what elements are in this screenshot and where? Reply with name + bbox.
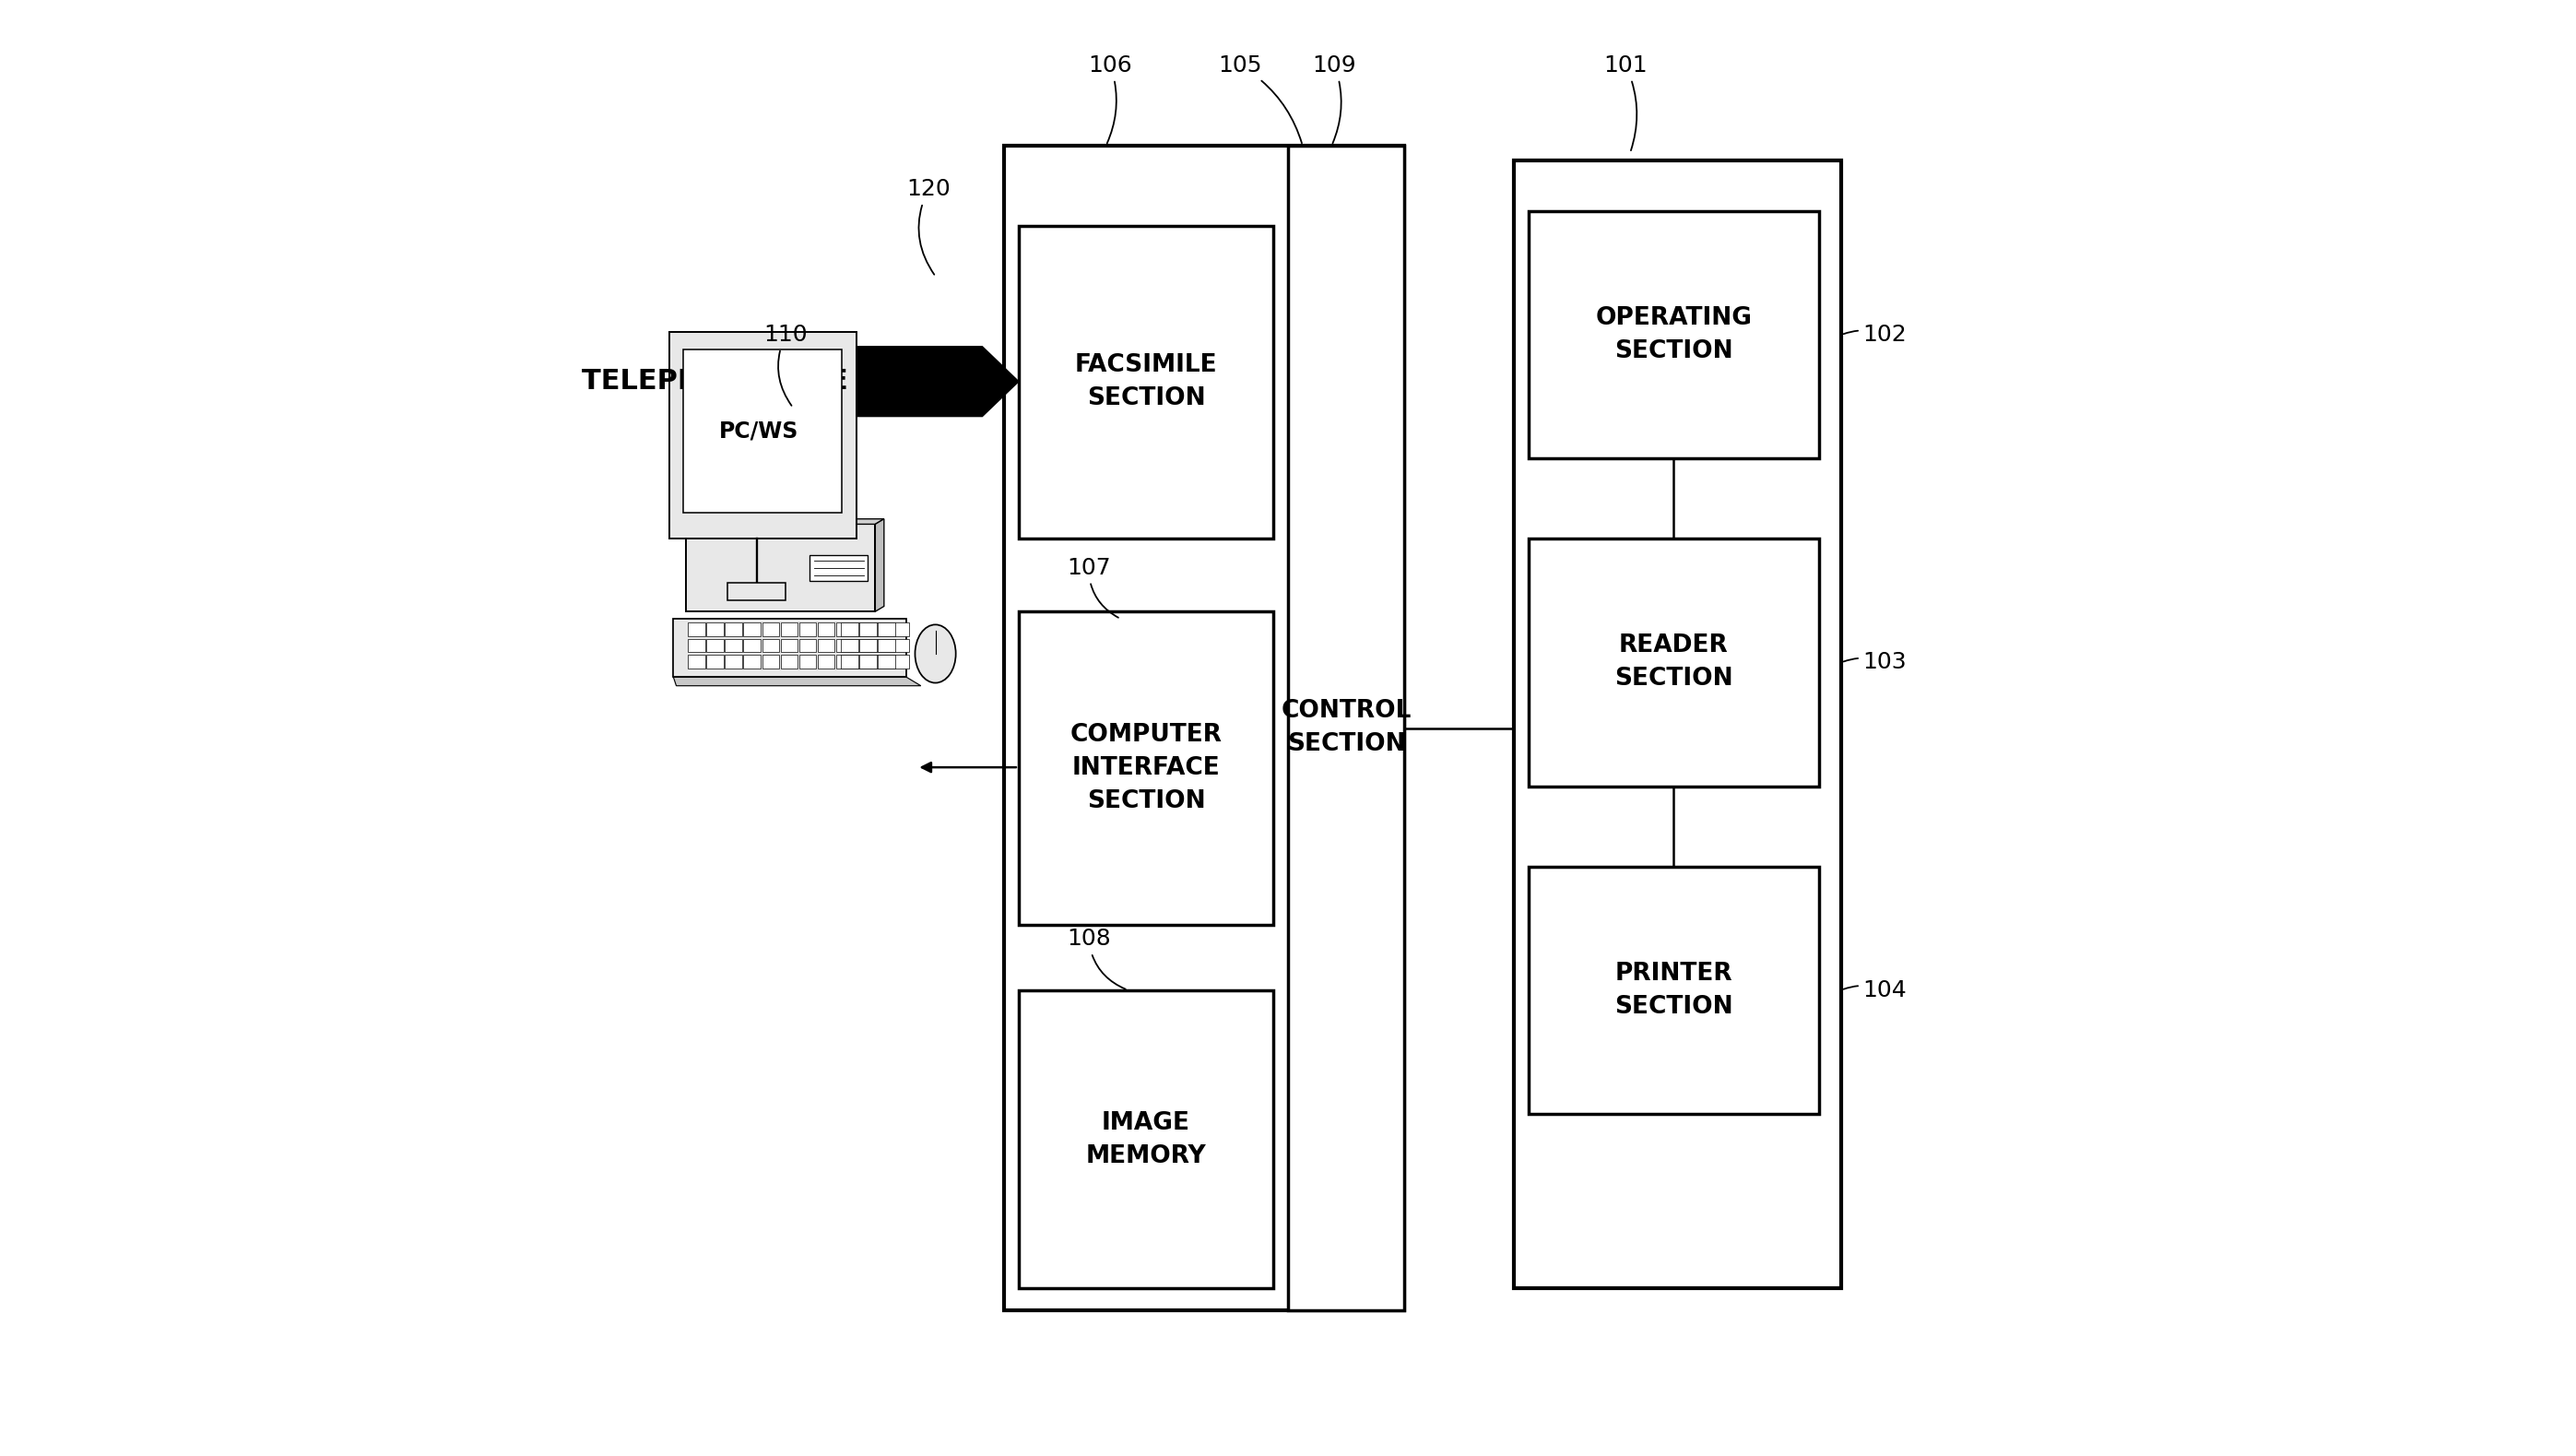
- FancyBboxPatch shape: [744, 623, 760, 636]
- FancyBboxPatch shape: [799, 639, 817, 652]
- Ellipse shape: [914, 625, 956, 683]
- Polygon shape: [829, 347, 1018, 416]
- Text: 101: 101: [1605, 54, 1649, 150]
- FancyBboxPatch shape: [878, 623, 896, 636]
- FancyBboxPatch shape: [873, 639, 891, 652]
- Text: CONTROL
SECTION: CONTROL SECTION: [1280, 699, 1412, 757]
- FancyBboxPatch shape: [860, 623, 876, 636]
- Bar: [1018, 226, 1273, 539]
- FancyBboxPatch shape: [744, 655, 760, 668]
- FancyBboxPatch shape: [837, 655, 853, 668]
- Bar: [1515, 160, 1842, 1289]
- Text: 110: 110: [765, 323, 809, 406]
- FancyBboxPatch shape: [891, 623, 909, 636]
- FancyBboxPatch shape: [726, 582, 786, 600]
- Bar: [1018, 990, 1273, 1289]
- FancyBboxPatch shape: [817, 639, 835, 652]
- FancyBboxPatch shape: [762, 655, 778, 668]
- FancyBboxPatch shape: [799, 655, 817, 668]
- FancyBboxPatch shape: [688, 623, 706, 636]
- FancyBboxPatch shape: [688, 639, 706, 652]
- FancyBboxPatch shape: [860, 639, 876, 652]
- FancyBboxPatch shape: [809, 555, 868, 581]
- FancyBboxPatch shape: [724, 655, 742, 668]
- FancyBboxPatch shape: [842, 655, 858, 668]
- FancyBboxPatch shape: [706, 655, 724, 668]
- Text: COMPUTER
INTERFACE
SECTION: COMPUTER INTERFACE SECTION: [1069, 722, 1221, 814]
- Text: OPERATING
SECTION: OPERATING SECTION: [1595, 306, 1752, 364]
- Text: IMAGE
MEMORY: IMAGE MEMORY: [1087, 1111, 1206, 1168]
- FancyBboxPatch shape: [672, 619, 907, 677]
- FancyBboxPatch shape: [817, 655, 835, 668]
- Bar: [1528, 211, 1819, 459]
- FancyBboxPatch shape: [799, 623, 817, 636]
- Polygon shape: [876, 518, 884, 612]
- FancyBboxPatch shape: [855, 655, 871, 668]
- FancyBboxPatch shape: [873, 623, 891, 636]
- FancyBboxPatch shape: [837, 623, 853, 636]
- FancyBboxPatch shape: [891, 655, 909, 668]
- FancyBboxPatch shape: [781, 655, 799, 668]
- FancyBboxPatch shape: [683, 349, 842, 513]
- FancyBboxPatch shape: [855, 639, 871, 652]
- FancyBboxPatch shape: [724, 639, 742, 652]
- Text: 106: 106: [1090, 54, 1133, 143]
- Text: 104: 104: [1844, 978, 1906, 1002]
- Text: TELEPHONE LINE: TELEPHONE LINE: [582, 368, 848, 395]
- Text: 107: 107: [1066, 556, 1118, 617]
- FancyBboxPatch shape: [724, 623, 742, 636]
- FancyBboxPatch shape: [817, 623, 835, 636]
- FancyBboxPatch shape: [762, 623, 778, 636]
- FancyBboxPatch shape: [860, 655, 876, 668]
- Text: 120: 120: [907, 178, 951, 275]
- Bar: [1005, 146, 1404, 1310]
- FancyBboxPatch shape: [891, 639, 909, 652]
- FancyBboxPatch shape: [670, 332, 858, 539]
- FancyBboxPatch shape: [781, 639, 799, 652]
- Bar: [1288, 146, 1404, 1310]
- FancyBboxPatch shape: [842, 639, 858, 652]
- Polygon shape: [672, 677, 920, 686]
- FancyBboxPatch shape: [781, 623, 799, 636]
- FancyBboxPatch shape: [878, 655, 896, 668]
- FancyBboxPatch shape: [688, 655, 706, 668]
- Text: 108: 108: [1066, 927, 1126, 989]
- FancyBboxPatch shape: [878, 639, 896, 652]
- Text: FACSIMILE
SECTION: FACSIMILE SECTION: [1074, 354, 1218, 411]
- FancyBboxPatch shape: [744, 639, 760, 652]
- Polygon shape: [685, 518, 884, 524]
- FancyBboxPatch shape: [842, 623, 858, 636]
- Bar: [1018, 612, 1273, 925]
- FancyBboxPatch shape: [873, 655, 891, 668]
- FancyBboxPatch shape: [706, 639, 724, 652]
- Text: 103: 103: [1844, 651, 1906, 674]
- Text: 102: 102: [1844, 323, 1906, 347]
- Bar: [1528, 539, 1819, 786]
- FancyBboxPatch shape: [706, 623, 724, 636]
- FancyBboxPatch shape: [762, 639, 778, 652]
- Bar: [1528, 866, 1819, 1114]
- FancyBboxPatch shape: [685, 524, 876, 612]
- FancyBboxPatch shape: [837, 639, 853, 652]
- FancyBboxPatch shape: [855, 623, 871, 636]
- Text: PC/WS: PC/WS: [719, 419, 799, 443]
- Text: 109: 109: [1314, 54, 1358, 143]
- Text: 105: 105: [1218, 54, 1301, 143]
- Text: READER
SECTION: READER SECTION: [1615, 633, 1734, 692]
- Text: PRINTER
SECTION: PRINTER SECTION: [1615, 961, 1734, 1019]
